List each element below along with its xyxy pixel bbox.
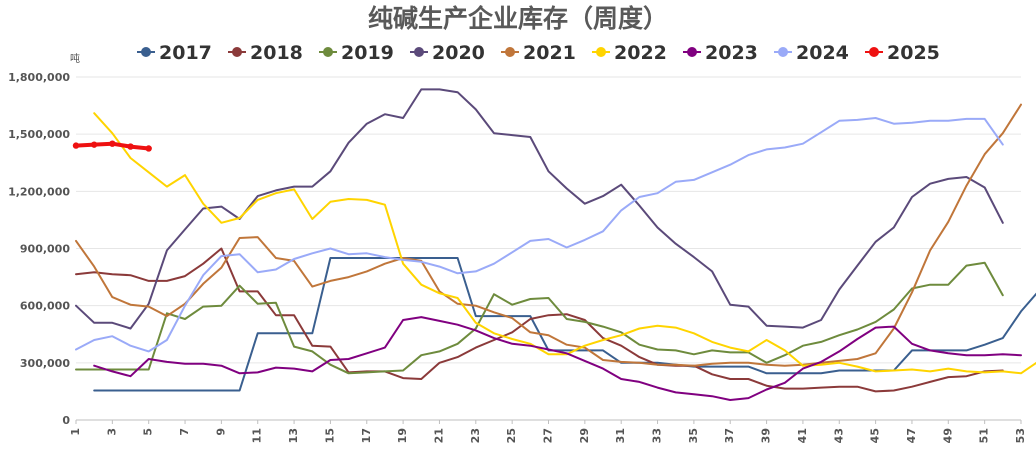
data-point <box>127 143 134 150</box>
legend-label: 2018 <box>250 42 303 64</box>
x-tick-label: 7 <box>178 428 191 436</box>
x-tick-label: 45 <box>869 428 882 443</box>
y-tick-label: 1,800,000 <box>8 71 70 84</box>
legend-item-2025: 2025 <box>865 42 940 64</box>
legend-marker <box>141 47 151 57</box>
data-point <box>145 145 152 152</box>
legend-label: 2019 <box>341 42 394 64</box>
legend-label: 2020 <box>432 42 485 64</box>
data-point <box>90 141 98 148</box>
legend-marker <box>505 47 515 57</box>
x-tick-label: 11 <box>251 428 264 443</box>
x-tick-label: 47 <box>905 428 918 443</box>
x-tick-label: 27 <box>542 428 555 443</box>
legend-item-2023: 2023 <box>683 42 758 64</box>
legend-label: 2022 <box>614 42 667 64</box>
legend-label: 2024 <box>796 42 849 64</box>
y-tick-label: 1,500,000 <box>8 128 70 141</box>
legend-item-2024: 2024 <box>774 42 849 64</box>
data-point <box>109 140 116 147</box>
legend-marker <box>232 47 242 57</box>
legend-item-2017: 2017 <box>137 42 212 64</box>
legend-marker <box>596 47 606 57</box>
x-tick-label: 13 <box>287 428 300 443</box>
y-axis: 0 300,000 600,000 900,000 1,200,000 1,500,000… <box>8 71 70 427</box>
x-axis: 1 3 5 7 9 11 13 15 17 19 21 23 25 27 29 31 33 35 37 39 41 43 4… <box>69 420 1027 443</box>
series-line-2024 <box>75 117 1004 353</box>
legend-marker <box>687 47 697 57</box>
series-line-2019 <box>75 261 1004 375</box>
legend-marker <box>323 47 333 57</box>
x-tick-label: 15 <box>323 428 336 443</box>
y-tick-label: 300,000 <box>20 357 70 370</box>
series-line-2018 <box>75 247 1004 393</box>
gridlines <box>76 76 1021 421</box>
series-line-2023 <box>93 316 1022 401</box>
legend-label: 2025 <box>887 42 940 64</box>
x-tick-label: 19 <box>396 428 409 443</box>
data-point <box>72 142 80 149</box>
legend-label: 2017 <box>159 42 212 64</box>
legend-item-2018: 2018 <box>228 42 303 64</box>
y-tick-label: 0 <box>62 414 70 427</box>
x-tick-label: 37 <box>723 428 736 443</box>
x-tick-label: 31 <box>614 428 627 443</box>
legend-item-2021: 2021 <box>501 42 576 64</box>
legend-item-2019: 2019 <box>319 42 394 64</box>
series-2023 <box>93 316 1022 401</box>
legend: 2017 2018 2019 2020 2021 2022 2023 2024 2025 <box>137 42 940 64</box>
x-tick-label: 43 <box>832 428 845 443</box>
x-tick-label: 29 <box>578 428 591 443</box>
legend-marker <box>778 47 788 57</box>
x-tick-label: 53 <box>1014 428 1027 443</box>
series-2020 <box>75 88 1004 330</box>
x-tick-label: 5 <box>142 428 155 436</box>
x-tick-label: 49 <box>941 428 954 443</box>
x-tick-label: 1 <box>69 428 82 436</box>
series-2019 <box>75 261 1004 375</box>
y-tick-label: 900,000 <box>20 243 70 256</box>
legend-item-2022: 2022 <box>592 42 667 64</box>
series-line-2021 <box>75 103 1022 367</box>
x-tick-label: 23 <box>469 428 482 443</box>
legend-marker <box>414 47 424 57</box>
y-axis-unit: 吨 <box>70 52 80 65</box>
legend-marker <box>869 47 879 57</box>
x-tick-label: 33 <box>651 428 664 443</box>
series-2021 <box>75 103 1022 367</box>
series-2024 <box>75 117 1004 353</box>
x-tick-label: 25 <box>505 428 518 443</box>
legend-label: 2021 <box>523 42 576 64</box>
x-tick-label: 35 <box>687 428 700 443</box>
x-tick-label: 51 <box>978 428 991 443</box>
x-tick-label: 39 <box>760 428 773 443</box>
plot-area <box>72 88 1036 401</box>
chart-title: 纯碱生产企业库存（周度） <box>368 4 668 33</box>
series-line-2020 <box>75 88 1004 330</box>
series-2025 <box>72 140 152 152</box>
x-tick-label: 3 <box>105 428 118 436</box>
x-tick-label: 17 <box>360 428 373 443</box>
legend-item-2020: 2020 <box>410 42 485 64</box>
series-2018 <box>75 247 1004 393</box>
y-tick-label: 600,000 <box>20 300 70 313</box>
x-tick-label: 21 <box>432 428 445 443</box>
y-tick-label: 1,200,000 <box>8 185 70 198</box>
x-tick-label: 41 <box>796 428 809 443</box>
legend-label: 2023 <box>705 42 758 64</box>
x-tick-label: 9 <box>214 428 227 436</box>
